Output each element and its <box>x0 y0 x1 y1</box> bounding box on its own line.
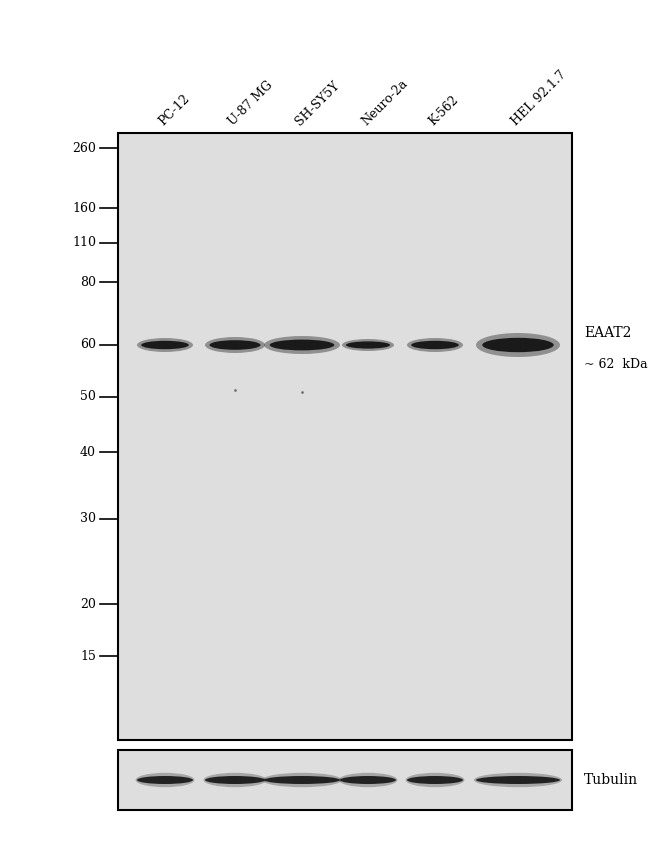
Ellipse shape <box>264 336 340 354</box>
Text: Tubulin: Tubulin <box>584 773 638 787</box>
Ellipse shape <box>406 773 464 787</box>
Text: SH-SY5Y: SH-SY5Y <box>292 79 342 128</box>
Ellipse shape <box>270 339 334 350</box>
Text: K-562: K-562 <box>426 93 461 128</box>
Bar <box>118 133 572 740</box>
Ellipse shape <box>205 776 265 784</box>
Text: 50: 50 <box>80 391 96 404</box>
Text: EAAT2: EAAT2 <box>584 326 631 340</box>
Ellipse shape <box>476 333 560 357</box>
Text: 160: 160 <box>72 201 96 214</box>
Ellipse shape <box>346 342 390 349</box>
Text: 80: 80 <box>80 276 96 288</box>
Text: 110: 110 <box>72 237 96 250</box>
Text: 60: 60 <box>80 338 96 351</box>
Ellipse shape <box>137 776 193 784</box>
Text: 20: 20 <box>80 598 96 610</box>
Ellipse shape <box>411 341 459 350</box>
Ellipse shape <box>482 338 554 352</box>
Text: ~ 62  kDa: ~ 62 kDa <box>584 358 647 371</box>
Text: Neuro-2a: Neuro-2a <box>359 77 410 128</box>
Text: 260: 260 <box>72 141 96 154</box>
Bar <box>118 750 572 810</box>
Ellipse shape <box>209 340 261 350</box>
Ellipse shape <box>339 773 397 787</box>
Text: 30: 30 <box>80 512 96 525</box>
Ellipse shape <box>264 776 340 784</box>
Ellipse shape <box>340 776 396 784</box>
Ellipse shape <box>136 773 194 787</box>
Ellipse shape <box>342 339 394 351</box>
Text: HEL 92.1.7: HEL 92.1.7 <box>509 68 569 128</box>
Ellipse shape <box>205 337 265 353</box>
Text: PC-12: PC-12 <box>156 92 192 128</box>
Ellipse shape <box>203 773 266 787</box>
Ellipse shape <box>407 338 463 352</box>
Text: 40: 40 <box>80 445 96 459</box>
Ellipse shape <box>476 776 560 784</box>
Ellipse shape <box>474 773 562 787</box>
Ellipse shape <box>137 338 193 352</box>
Text: 15: 15 <box>80 649 96 662</box>
Ellipse shape <box>407 776 463 784</box>
Text: U-87 MG: U-87 MG <box>226 78 276 128</box>
Ellipse shape <box>262 773 342 787</box>
Ellipse shape <box>141 341 188 350</box>
